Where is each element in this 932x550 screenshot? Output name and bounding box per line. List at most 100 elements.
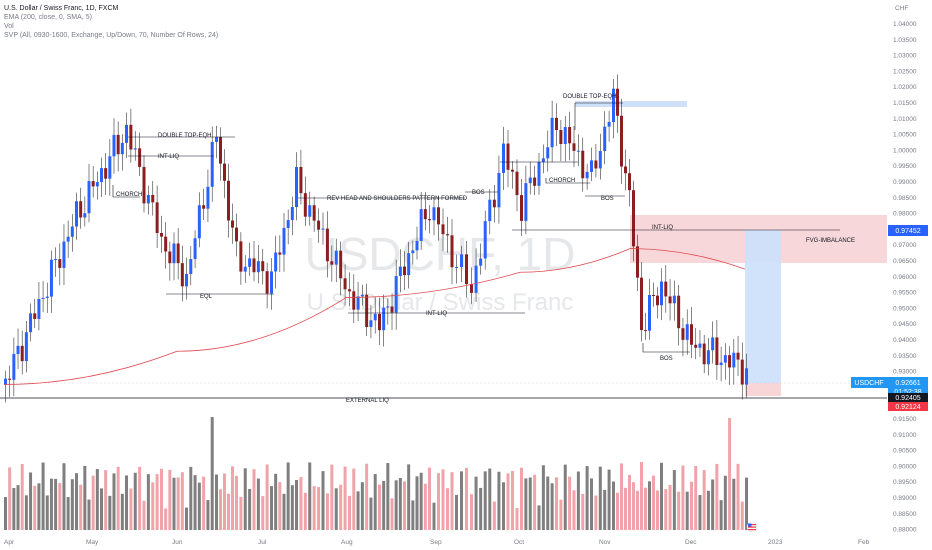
candle-bear[interactable] [33, 313, 37, 319]
candle-bull[interactable] [576, 150, 580, 152]
legend-symbol[interactable]: U.S. Dollar / Swiss Franc, 1D, FXCM [4, 5, 119, 12]
candle-bear[interactable] [239, 241, 243, 272]
candle-bull[interactable] [585, 171, 589, 179]
candle-bull[interactable] [308, 205, 312, 217]
candle-bull[interactable] [483, 221, 487, 259]
candle-bear[interactable] [681, 328, 685, 340]
candle-bull[interactable] [112, 134, 116, 157]
candle-bear[interactable] [79, 201, 83, 218]
candle-bear[interactable] [151, 194, 155, 203]
candle-bull[interactable] [382, 307, 386, 331]
candle-bull[interactable] [193, 238, 197, 260]
legend-svp[interactable]: SVP (All, 0930-1600, Exchange, Up/Down, … [4, 32, 219, 39]
time-axis[interactable]: Apr May Jun Jul Aug Sep Oct Nov Dec 2023 Feb [4, 539, 870, 546]
candle-bull[interactable] [537, 162, 541, 186]
candle-bull[interactable] [125, 124, 128, 143]
candle-bear[interactable] [8, 378, 12, 380]
candle-bull[interactable] [24, 332, 28, 362]
candle-bear[interactable] [677, 295, 681, 329]
candle-bull[interactable] [546, 147, 550, 159]
candle-bull[interactable] [598, 151, 602, 169]
candle-bull[interactable] [524, 183, 528, 221]
candle-bear[interactable] [520, 195, 523, 221]
candle-bear[interactable] [261, 261, 265, 272]
candle-bear[interactable] [339, 250, 343, 279]
candle-bull[interactable] [133, 148, 137, 150]
candle-bear[interactable] [624, 166, 627, 174]
stop-zone[interactable] [745, 383, 781, 396]
price-axis[interactable]: CHF 1.04000 1.03500 1.03000 1.02500 1.02000 1… [893, 5, 917, 534]
candle-bull[interactable] [488, 199, 492, 222]
candle-bull[interactable] [432, 207, 436, 221]
candle-bull[interactable] [672, 295, 676, 304]
candle-bull[interactable] [455, 266, 458, 268]
candle-bear[interactable] [652, 294, 655, 296]
candle-bull[interactable] [541, 158, 545, 163]
candle-bull[interactable] [497, 172, 501, 208]
candle-bear[interactable] [317, 220, 321, 230]
candle-bull[interactable] [41, 297, 45, 299]
candle-bear[interactable] [160, 233, 163, 237]
candle-bear[interactable] [640, 277, 643, 331]
candle-bear[interactable] [594, 160, 598, 169]
candle-bear[interactable] [227, 180, 230, 221]
candle-bear[interactable] [365, 294, 369, 328]
candle-bull[interactable] [563, 127, 567, 145]
candle-bear[interactable] [303, 193, 307, 217]
candle-bull[interactable] [334, 250, 338, 265]
candle-bull[interactable] [274, 252, 278, 272]
candle-bear[interactable] [664, 281, 668, 297]
legend-vol[interactable]: Vol [4, 23, 14, 30]
candle-bull[interactable] [660, 281, 663, 306]
candle-bear[interactable] [515, 171, 519, 196]
chorch-right-bracket[interactable] [545, 178, 590, 184]
candle-bull[interactable] [4, 378, 7, 385]
candle-bear[interactable] [20, 345, 24, 362]
us-flag-icon[interactable] [746, 521, 758, 533]
candle-bear[interactable] [330, 261, 334, 265]
candle-bull[interactable] [698, 343, 702, 348]
candle-bull[interactable] [386, 306, 390, 308]
candle-bull[interactable] [12, 353, 16, 380]
candle-bear[interactable] [715, 337, 719, 366]
chorch-left-line[interactable] [112, 185, 140, 198]
candle-bull[interactable] [248, 258, 252, 267]
candle-bear[interactable] [116, 134, 120, 155]
candle-bull[interactable] [37, 298, 41, 319]
candle-bear[interactable] [58, 259, 62, 268]
candle-bear[interactable] [656, 295, 659, 306]
candle-bear[interactable] [231, 220, 234, 228]
candle-bull[interactable] [172, 243, 176, 264]
candle-bear[interactable] [728, 355, 732, 368]
double-top-right-line[interactable] [574, 102, 623, 130]
candle-bear[interactable] [325, 228, 329, 262]
candle-bear[interactable] [581, 150, 585, 179]
candle-bull[interactable] [474, 265, 478, 293]
candle-bull[interactable] [210, 141, 214, 187]
candle-bear[interactable] [348, 289, 351, 292]
candle-bull[interactable] [607, 121, 611, 127]
candle-bull[interactable] [502, 143, 505, 173]
candle-bull[interactable] [732, 352, 736, 368]
candle-bull[interactable] [612, 88, 615, 122]
candle-bear[interactable] [559, 129, 563, 145]
candle-bull[interactable] [290, 207, 294, 221]
candle-bull[interactable] [394, 276, 398, 313]
candle-bull[interactable] [16, 345, 20, 354]
candle-bear[interactable] [470, 284, 473, 293]
candle-bull[interactable] [419, 209, 423, 241]
candle-bull[interactable] [49, 259, 53, 297]
candle-bull[interactable] [711, 337, 715, 351]
candle-bull[interactable] [146, 194, 150, 204]
candle-bear[interactable] [378, 313, 381, 331]
candle-bull[interactable] [356, 296, 360, 310]
candle-bull[interactable] [54, 259, 58, 261]
candle-bear[interactable] [632, 190, 635, 247]
candle-bear[interactable] [628, 173, 631, 191]
candle-bull[interactable] [603, 126, 607, 152]
candle-bear[interactable] [164, 236, 168, 252]
candle-bull[interactable] [411, 250, 415, 254]
candle-bear[interactable] [736, 352, 740, 360]
candle-bear[interactable] [343, 278, 347, 290]
candle-bull[interactable] [321, 228, 325, 230]
